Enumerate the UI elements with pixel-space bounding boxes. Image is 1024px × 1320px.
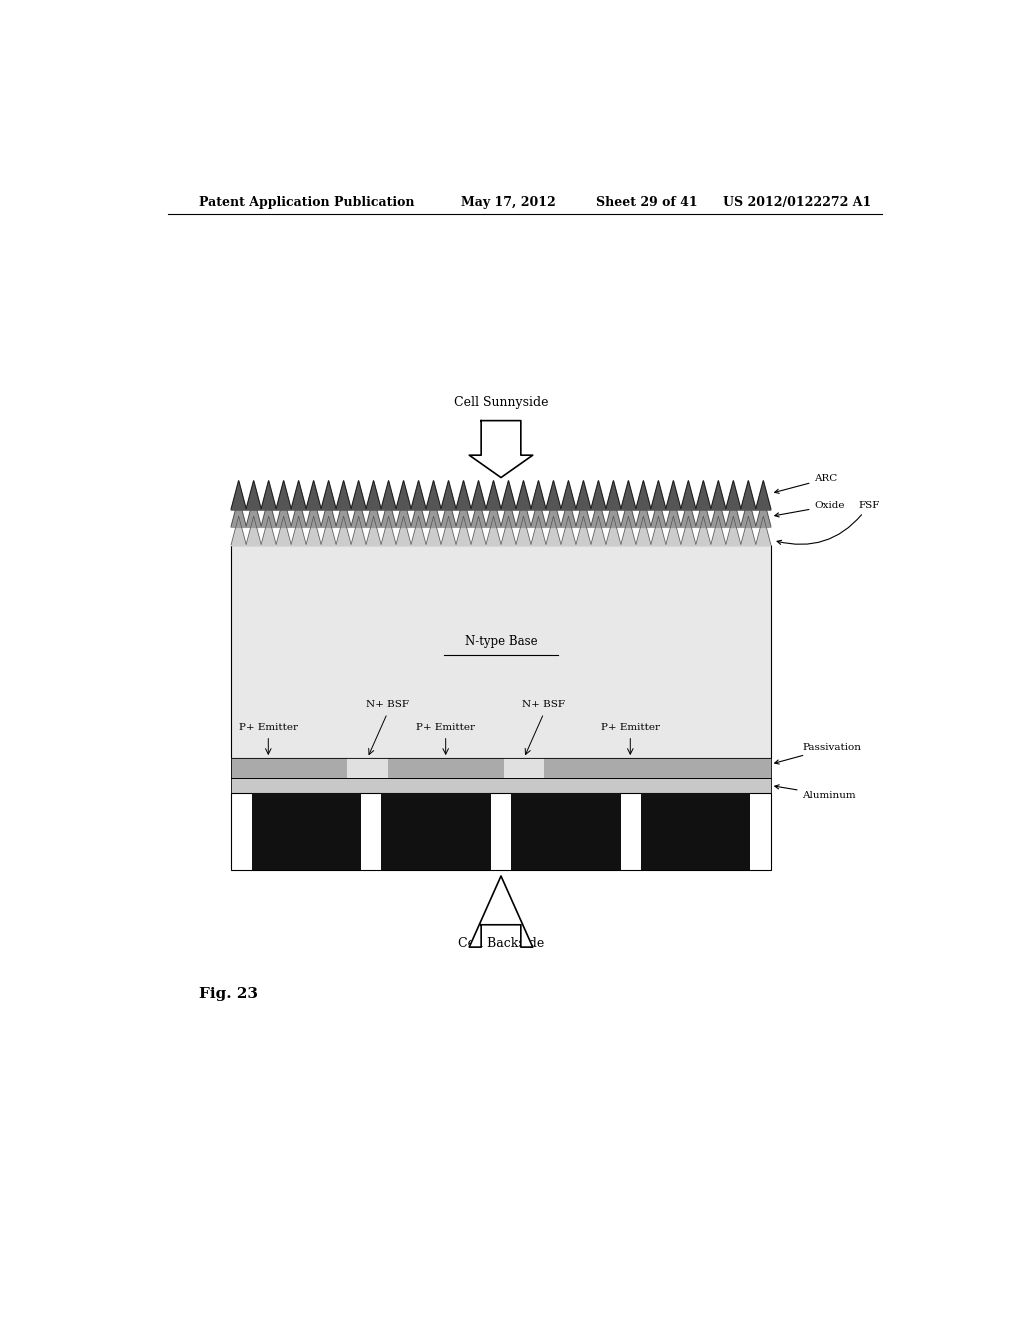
Polygon shape <box>231 516 771 545</box>
Text: Aluminum: Aluminum <box>775 785 856 800</box>
Bar <box>511 792 621 870</box>
Text: May 17, 2012: May 17, 2012 <box>461 195 556 209</box>
Bar <box>544 758 771 779</box>
Bar <box>382 792 490 870</box>
Bar <box>641 792 751 870</box>
Text: P+ Emitter: P+ Emitter <box>601 722 659 731</box>
Text: Sheet 29 of 41: Sheet 29 of 41 <box>596 195 697 209</box>
Bar <box>347 758 388 779</box>
Text: Cell Backside: Cell Backside <box>458 937 544 949</box>
Polygon shape <box>469 421 532 478</box>
Bar <box>231 792 771 870</box>
Bar <box>231 758 771 779</box>
Text: N+ BSF: N+ BSF <box>366 701 409 709</box>
Polygon shape <box>231 498 771 528</box>
Text: Oxide: Oxide <box>775 502 845 517</box>
Text: Cell Sunnyside: Cell Sunnyside <box>454 396 548 409</box>
Bar <box>231 779 771 792</box>
Polygon shape <box>469 876 532 948</box>
Bar <box>252 792 360 870</box>
Bar <box>231 545 771 758</box>
Bar <box>388 758 504 779</box>
Text: N+ BSF: N+ BSF <box>522 701 565 709</box>
Text: FSF: FSF <box>777 500 880 544</box>
Text: US 2012/0122272 A1: US 2012/0122272 A1 <box>723 195 871 209</box>
Text: P+ Emitter: P+ Emitter <box>239 722 298 731</box>
Bar <box>231 758 347 779</box>
Polygon shape <box>231 480 771 510</box>
Text: Patent Application Publication: Patent Application Publication <box>200 195 415 209</box>
Text: ARC: ARC <box>775 474 838 494</box>
Bar <box>504 758 544 779</box>
Text: P+ Emitter: P+ Emitter <box>416 722 475 731</box>
Text: N-type Base: N-type Base <box>465 635 538 648</box>
Text: Passivation: Passivation <box>775 743 861 764</box>
Text: Fig. 23: Fig. 23 <box>200 987 258 1001</box>
